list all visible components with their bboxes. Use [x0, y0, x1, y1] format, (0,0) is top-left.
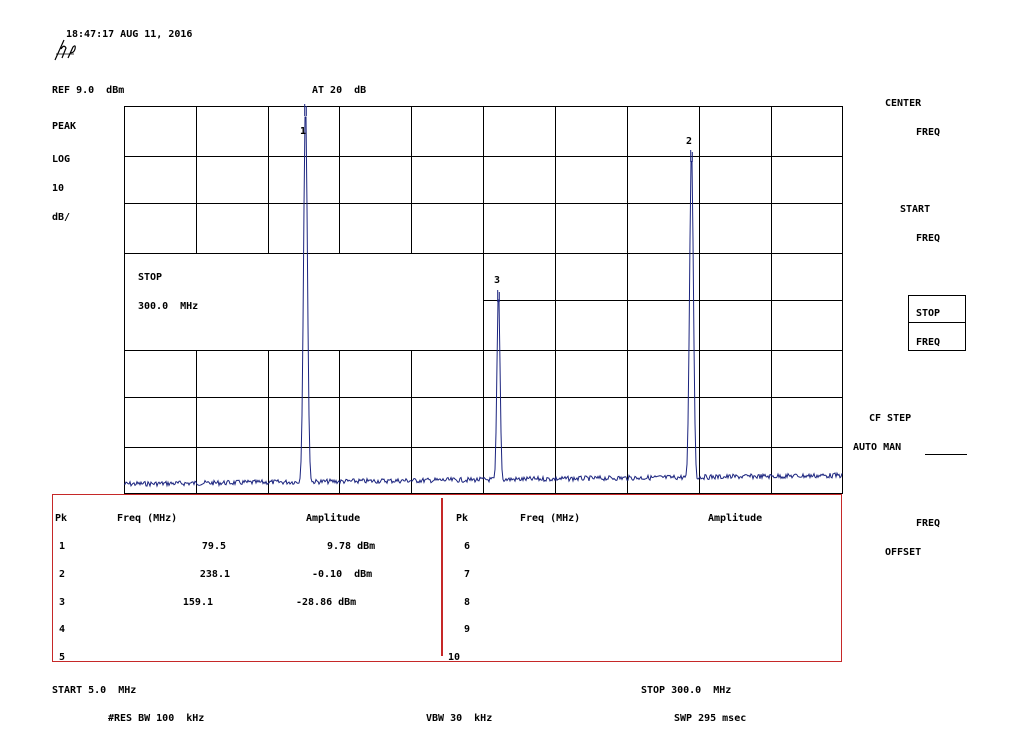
softkey-freq-offset-line1[interactable]: FREQ [916, 518, 941, 529]
softkey-stop-freq-button[interactable] [908, 295, 966, 351]
peak-row-8-pk: 8 [464, 597, 471, 608]
graticule [124, 106, 843, 494]
peak-row-2-pk: 2 [59, 569, 66, 580]
softkey-cf-step-underline [925, 454, 967, 455]
softkey-center-freq-line2[interactable]: FREQ [916, 127, 941, 138]
softkey-cf-step-line1[interactable]: CF STEP [869, 413, 912, 424]
peak-row-1-amp: 9.78 dBm [327, 541, 376, 552]
peak-row-1-freq: 79.5 [201, 541, 226, 552]
stop-frequency: STOP 300.0 MHz [641, 685, 732, 696]
scale-value: 10 [52, 183, 65, 194]
peak-table-header-amplitude-right: Amplitude [708, 513, 763, 524]
peak-row-3-pk: 3 [59, 597, 66, 608]
peak-table [52, 494, 842, 662]
marker-1-label: 1 [300, 126, 307, 137]
video-bandwidth: VBW 30 kHz [426, 713, 493, 724]
peak-row-10-pk: 10 [448, 652, 461, 663]
marker-3-label: 3 [494, 275, 501, 286]
softkey-cf-step-line2[interactable]: AUTO MAN [853, 442, 902, 453]
spectrum-trace [123, 104, 843, 488]
marker-2-label: 2 [686, 136, 693, 147]
start-frequency: START 5.0 MHz [52, 685, 137, 696]
resolution-bandwidth: #RES BW 100 kHz [108, 713, 205, 724]
scale-type: LOG [52, 154, 71, 165]
detector-mode: PEAK [52, 121, 77, 132]
peak-row-3-amp: -28.86 dBm [296, 597, 357, 608]
peak-row-4-pk: 4 [59, 624, 66, 635]
peak-table-header-pk-right: Pk [456, 513, 469, 524]
peak-row-2-amp: -0.10 dBm [312, 569, 373, 580]
timestamp: 18:47:17 AUG 11, 2016 [66, 29, 193, 40]
peak-table-header-pk: Pk [55, 513, 68, 524]
peak-row-9-pk: 9 [464, 624, 471, 635]
softkey-start-freq-line1[interactable]: START [900, 204, 931, 215]
peak-table-header-freq: Freq (MHz) [117, 513, 178, 524]
active-function-label: STOP [138, 272, 163, 283]
peak-row-5-pk: 5 [59, 652, 66, 663]
peak-row-7-pk: 7 [464, 569, 471, 580]
ref-level: REF 9.0 dBm [52, 85, 125, 96]
active-function-value: 300.0 MHz [138, 301, 199, 312]
softkey-stop-freq-line2[interactable]: FREQ [916, 337, 941, 348]
peak-table-header-freq-right: Freq (MHz) [520, 513, 581, 524]
sweep-time: SWP 295 msec [674, 713, 747, 724]
peak-row-2-freq: 238.1 [199, 569, 230, 580]
softkey-center-freq-line1[interactable]: CENTER [885, 98, 922, 109]
peak-row-6-pk: 6 [464, 541, 471, 552]
hp-logo-icon [54, 39, 76, 61]
peak-table-header-amplitude: Amplitude [306, 513, 361, 524]
peak-table-divider [441, 498, 443, 656]
softkey-stop-freq-divider [908, 322, 966, 323]
peak-row-3-freq: 159.1 [182, 597, 213, 608]
softkey-start-freq-line2[interactable]: FREQ [916, 233, 941, 244]
scale-unit: dB/ [52, 212, 71, 223]
peak-row-1-pk: 1 [59, 541, 66, 552]
softkey-freq-offset-line2[interactable]: OFFSET [885, 547, 922, 558]
attenuation: AT 20 dB [312, 85, 367, 96]
softkey-stop-freq-line1[interactable]: STOP [916, 308, 941, 319]
